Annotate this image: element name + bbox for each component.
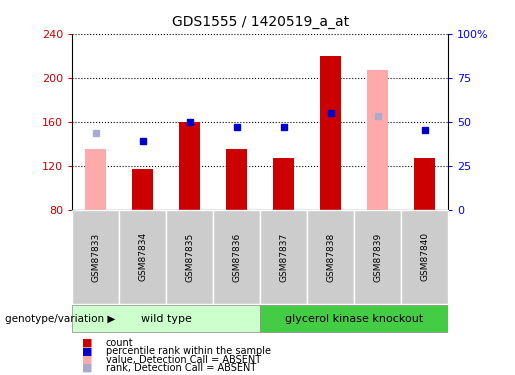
- Text: GSM87837: GSM87837: [279, 232, 288, 282]
- Text: count: count: [106, 338, 133, 348]
- Text: GSM87839: GSM87839: [373, 232, 382, 282]
- FancyBboxPatch shape: [307, 210, 354, 304]
- Text: GSM87840: GSM87840: [420, 232, 429, 281]
- FancyBboxPatch shape: [166, 210, 213, 304]
- Text: ■: ■: [82, 338, 93, 348]
- Bar: [179, 122, 200, 210]
- Text: genotype/variation ▶: genotype/variation ▶: [5, 314, 115, 324]
- FancyBboxPatch shape: [354, 210, 401, 304]
- FancyBboxPatch shape: [213, 210, 260, 304]
- FancyBboxPatch shape: [72, 210, 119, 304]
- Text: GSM87838: GSM87838: [326, 232, 335, 282]
- Text: GSM87834: GSM87834: [138, 232, 147, 281]
- Text: percentile rank within the sample: percentile rank within the sample: [106, 346, 270, 356]
- FancyBboxPatch shape: [72, 305, 260, 332]
- Text: GSM87833: GSM87833: [91, 232, 100, 282]
- Bar: [273, 158, 294, 210]
- FancyBboxPatch shape: [119, 210, 166, 304]
- Text: GSM87835: GSM87835: [185, 232, 194, 282]
- Bar: [226, 149, 247, 210]
- Bar: [320, 56, 341, 210]
- Text: GSM87836: GSM87836: [232, 232, 241, 282]
- Text: ■: ■: [82, 346, 93, 356]
- Text: value, Detection Call = ABSENT: value, Detection Call = ABSENT: [106, 355, 261, 364]
- Bar: [85, 149, 106, 210]
- Bar: [367, 70, 388, 210]
- Text: glycerol kinase knockout: glycerol kinase knockout: [285, 314, 423, 324]
- Text: ■: ■: [82, 363, 93, 373]
- FancyBboxPatch shape: [260, 305, 448, 332]
- Bar: [132, 169, 153, 210]
- Text: rank, Detection Call = ABSENT: rank, Detection Call = ABSENT: [106, 363, 256, 373]
- FancyBboxPatch shape: [260, 210, 307, 304]
- Text: GDS1555 / 1420519_a_at: GDS1555 / 1420519_a_at: [171, 15, 349, 29]
- Text: wild type: wild type: [141, 314, 192, 324]
- Bar: [414, 158, 435, 210]
- FancyBboxPatch shape: [401, 210, 448, 304]
- Text: ■: ■: [82, 355, 93, 364]
